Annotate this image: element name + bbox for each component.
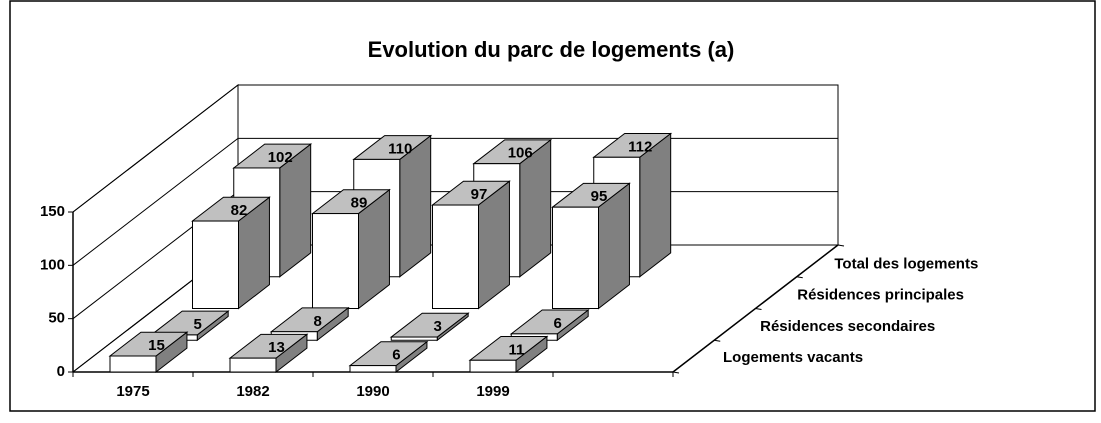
depth-tick <box>672 371 680 374</box>
data-label: 106 <box>508 145 533 162</box>
y-tick-label: 100 <box>40 256 65 273</box>
data-label: 13 <box>268 339 285 356</box>
series-label: Logements vacants <box>723 349 863 366</box>
bar <box>432 204 479 310</box>
depth-tick <box>714 339 721 342</box>
series-label: Résidences secondaires <box>760 318 935 335</box>
data-label: 89 <box>351 195 368 212</box>
chart-title: Evolution du parc de logements (a) <box>368 37 735 62</box>
x-tick-label: 1975 <box>116 383 149 400</box>
data-label: 112 <box>628 138 652 155</box>
bar <box>312 213 359 309</box>
x-tick-label: 1982 <box>236 383 269 400</box>
bar <box>229 357 277 373</box>
data-label: 11 <box>509 341 525 358</box>
data-label: 95 <box>591 188 608 205</box>
data-label: 6 <box>554 315 562 332</box>
data-label: 6 <box>392 347 400 364</box>
data-label: 5 <box>194 316 202 333</box>
bar <box>390 336 438 341</box>
bar <box>469 359 517 373</box>
bar <box>552 206 599 310</box>
series-label: Résidences principales <box>797 287 964 304</box>
depth-tick <box>796 276 803 279</box>
x-tick-label: 1999 <box>476 383 509 400</box>
data-label: 97 <box>471 186 488 203</box>
y-tick-label: 50 <box>48 310 65 327</box>
bar <box>349 365 397 373</box>
data-label: 15 <box>148 337 165 354</box>
data-label: 8 <box>314 313 322 330</box>
data-label: 102 <box>268 149 293 166</box>
data-label: 3 <box>434 318 442 335</box>
y-tick-label: 0 <box>57 363 65 380</box>
data-label: 110 <box>388 140 412 157</box>
series-label: Total des logements <box>834 256 978 273</box>
depth-tick <box>755 308 762 310</box>
y-tick-label: 150 <box>40 203 65 220</box>
grid-line <box>72 84 838 213</box>
depth-tick <box>837 244 845 247</box>
bar <box>192 220 239 310</box>
x-tick-label: 1990 <box>356 383 389 400</box>
data-label: 82 <box>231 202 248 219</box>
bar <box>109 355 157 373</box>
